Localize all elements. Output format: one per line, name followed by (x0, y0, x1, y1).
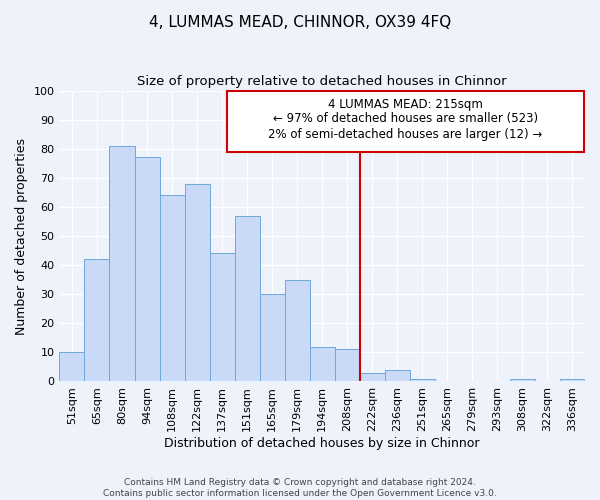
Bar (335, 350, 360, 382)
Bar (109, 146, 134, 382)
Bar (310, 346, 335, 382)
Bar (209, 254, 235, 382)
Text: 4 LUMMAS MEAD: 215sqm: 4 LUMMAS MEAD: 215sqm (328, 98, 483, 111)
Bar (510, 378, 535, 382)
FancyBboxPatch shape (227, 90, 584, 152)
Text: 2% of semi-detached houses are larger (12) →: 2% of semi-detached houses are larger (1… (268, 128, 542, 141)
Bar (134, 158, 160, 382)
Text: 4, LUMMAS MEAD, CHINNOR, OX39 4FQ: 4, LUMMAS MEAD, CHINNOR, OX39 4FQ (149, 15, 451, 30)
Text: ← 97% of detached houses are smaller (523): ← 97% of detached houses are smaller (52… (273, 112, 538, 126)
Y-axis label: Number of detached properties: Number of detached properties (15, 138, 28, 334)
Bar (385, 370, 410, 382)
Bar (360, 372, 385, 382)
Bar (284, 280, 310, 382)
Text: Contains HM Land Registry data © Crown copyright and database right 2024.
Contai: Contains HM Land Registry data © Crown c… (103, 478, 497, 498)
Bar (260, 294, 284, 382)
Bar (235, 216, 260, 382)
Title: Size of property relative to detached houses in Chinnor: Size of property relative to detached ho… (137, 75, 507, 88)
Bar (560, 378, 585, 382)
Bar (59, 352, 85, 382)
X-axis label: Distribution of detached houses by size in Chinnor: Distribution of detached houses by size … (164, 437, 480, 450)
Bar (410, 378, 435, 382)
Bar (160, 196, 185, 382)
Bar (185, 184, 209, 382)
Bar (85, 260, 109, 382)
